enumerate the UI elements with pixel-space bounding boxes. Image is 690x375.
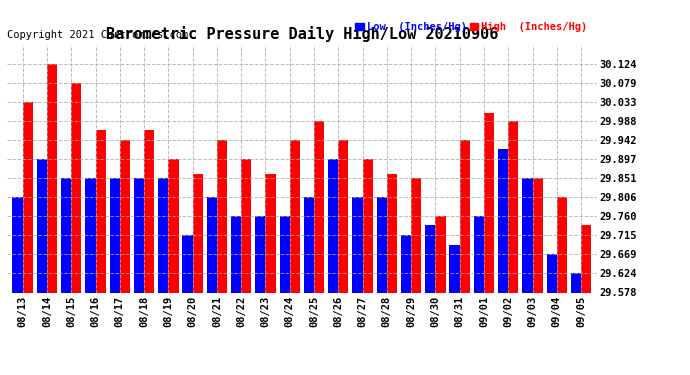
Bar <box>460 140 470 292</box>
Bar <box>425 225 435 292</box>
Bar <box>435 216 446 292</box>
Bar <box>110 178 120 292</box>
Bar <box>71 83 81 292</box>
Bar <box>362 159 373 292</box>
Bar <box>168 159 179 292</box>
Bar <box>522 178 533 292</box>
Bar <box>557 197 567 292</box>
Bar <box>290 140 300 292</box>
Bar <box>387 174 397 292</box>
Bar <box>571 273 581 292</box>
Bar <box>314 121 324 292</box>
Bar <box>377 197 387 292</box>
Bar <box>255 216 266 292</box>
Bar <box>279 216 290 292</box>
Title: Barometric Pressure Daily High/Low 20210906: Barometric Pressure Daily High/Low 20210… <box>106 27 498 42</box>
Bar <box>231 216 241 292</box>
Bar <box>498 149 509 292</box>
Bar <box>401 235 411 292</box>
Bar <box>474 216 484 292</box>
Bar <box>182 235 193 292</box>
Bar <box>86 178 95 292</box>
Bar <box>61 178 71 292</box>
Bar <box>217 140 227 292</box>
Bar <box>120 140 130 292</box>
Bar <box>193 174 203 292</box>
Bar <box>37 159 47 292</box>
Bar <box>509 121 518 292</box>
Bar <box>241 159 251 292</box>
Bar <box>411 178 422 292</box>
Bar <box>95 130 106 292</box>
Text: Copyright 2021 Cartronics.com: Copyright 2021 Cartronics.com <box>7 30 188 40</box>
Legend: Low  (Inches/Hg), High  (Inches/Hg): Low (Inches/Hg), High (Inches/Hg) <box>351 18 591 36</box>
Bar <box>304 197 314 292</box>
Bar <box>266 174 276 292</box>
Bar <box>134 178 144 292</box>
Bar <box>484 113 494 292</box>
Bar <box>12 197 23 292</box>
Bar <box>23 102 33 292</box>
Bar <box>47 64 57 292</box>
Bar <box>533 178 543 292</box>
Bar <box>546 254 557 292</box>
Bar <box>328 159 338 292</box>
Bar <box>353 197 362 292</box>
Bar <box>207 197 217 292</box>
Bar <box>158 178 168 292</box>
Bar <box>338 140 348 292</box>
Bar <box>449 245 460 292</box>
Bar <box>581 225 591 292</box>
Bar <box>144 130 155 292</box>
